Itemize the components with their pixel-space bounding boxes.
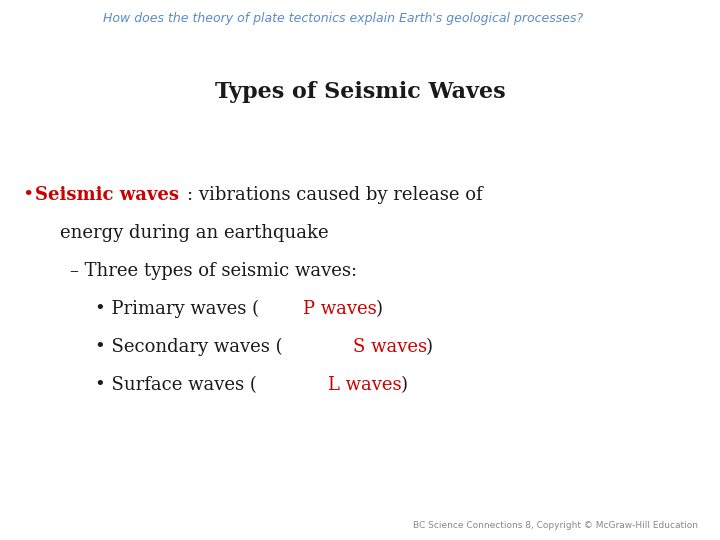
Text: BC Science Connections 8, Copyright © McGraw-Hill Education: BC Science Connections 8, Copyright © Mc… (413, 522, 698, 530)
Text: • Primary waves (: • Primary waves ( (95, 300, 259, 318)
Text: P waves: P waves (303, 300, 377, 318)
Text: • Surface waves (: • Surface waves ( (95, 376, 257, 394)
Text: L waves: L waves (328, 376, 402, 394)
Text: ): ) (426, 338, 433, 356)
Text: How does the theory of plate tectonics explain Earth's geological processes?: How does the theory of plate tectonics e… (102, 11, 582, 24)
Text: : vibrations caused by release of: : vibrations caused by release of (187, 186, 482, 204)
Text: – Three types of seismic waves:: – Three types of seismic waves: (70, 262, 357, 280)
Text: energy during an earthquake: energy during an earthquake (60, 224, 328, 242)
Text: Seismic waves: Seismic waves (35, 186, 179, 204)
Text: • Secondary waves (: • Secondary waves ( (95, 338, 283, 356)
Text: Types of Seismic Waves: Types of Seismic Waves (215, 81, 505, 103)
Text: TOPIC 4.3: TOPIC 4.3 (6, 11, 84, 25)
Text: ): ) (401, 376, 408, 394)
Text: ): ) (376, 300, 383, 318)
Text: S waves: S waves (353, 338, 427, 356)
Text: •: • (22, 186, 33, 204)
